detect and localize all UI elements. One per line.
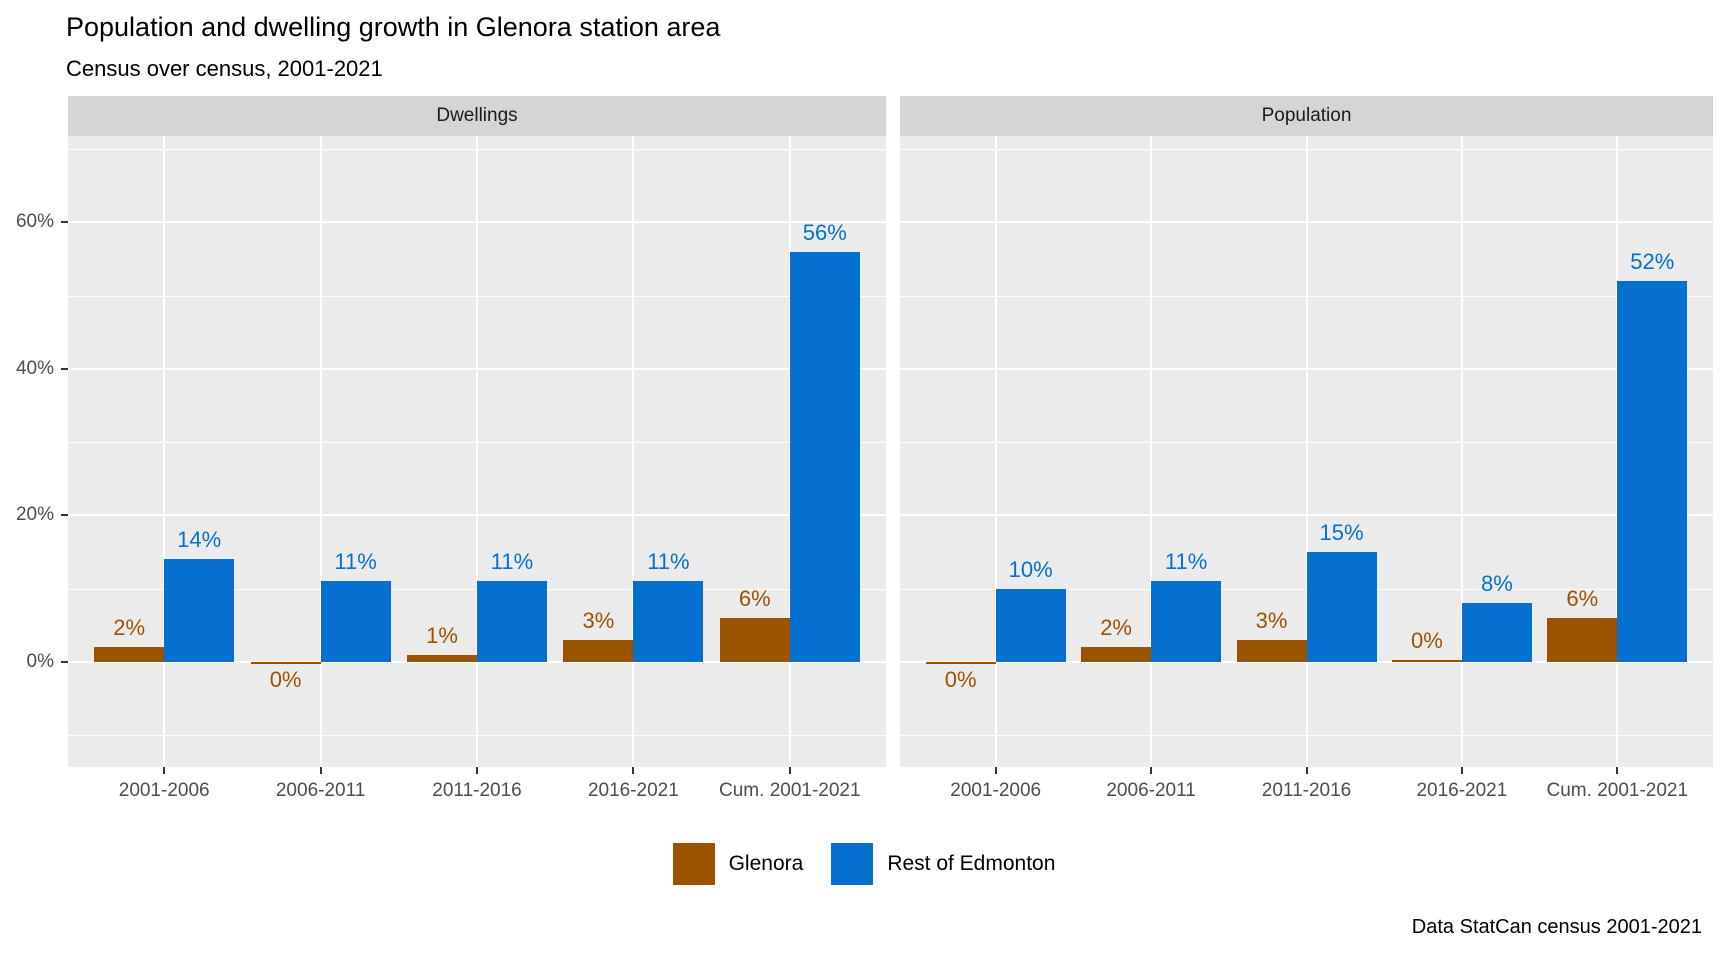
x-tick-mark: [1305, 767, 1308, 774]
legend-swatch: [831, 843, 874, 885]
bar-glenora: [250, 662, 321, 664]
bar-rest-of-edmonton: [633, 581, 704, 662]
legend: Glenora Rest of Edmonton: [0, 843, 1728, 885]
bar-rest-of-edmonton: [995, 589, 1066, 662]
bar-rest-of-edmonton: [1617, 281, 1688, 662]
x-tick-mark: [632, 767, 635, 774]
bar-value-label: 15%: [1319, 520, 1364, 545]
bar-value-label: 14%: [177, 527, 222, 552]
gridline-category: [1460, 136, 1463, 767]
bar-value-label: 52%: [1630, 249, 1675, 274]
bar-glenora: [1391, 660, 1462, 662]
x-tick-label: 2011-2016: [432, 780, 522, 801]
x-tick-label: Cum. 2001-2021: [719, 780, 861, 801]
x-tick-mark: [788, 767, 791, 774]
y-axis: 0% 20% 40% 60%: [0, 136, 68, 767]
bar-rest-of-edmonton: [164, 559, 235, 662]
y-tick-mark: [61, 514, 68, 517]
bar-value-label: 3%: [582, 608, 615, 633]
bar-value-label: 2%: [113, 615, 146, 640]
legend-item-rest-of-edmonton: Rest of Edmonton: [831, 843, 1055, 885]
x-tick-label: 2006-2011: [1106, 780, 1196, 801]
x-tick-mark: [1150, 767, 1153, 774]
x-tick-mark: [476, 767, 478, 774]
x-tick-mark: [163, 767, 166, 774]
bar-value-label: 3%: [1255, 608, 1288, 633]
legend-label: Glenora: [728, 852, 804, 875]
x-axis-population: 2001-2006 2006-2011 2011-2016 2016-2021 Cum.…: [900, 767, 1713, 807]
y-tick-mark: [61, 221, 68, 224]
bar-glenora: [407, 655, 477, 662]
gridline-category: [319, 136, 322, 767]
bar-rest-of-edmonton: [1151, 581, 1222, 662]
bar-rest-of-edmonton: [1461, 603, 1532, 662]
facet-strip-label: Dwellings: [436, 105, 518, 126]
gridline-category: [1305, 136, 1308, 767]
bar-rest-of-edmonton: [320, 581, 391, 662]
facet-strip-dwellings: Dwellings: [68, 96, 886, 136]
panel-dwellings: 2% 0% 1% 3% 6% 14% 11% 11% 11% 56%: [68, 136, 886, 767]
panel-population: 0% 2% 3% 0% 6% 10% 11% 15% 8% 52%: [900, 136, 1713, 767]
chart-subtitle: Census over census, 2001-2021: [66, 56, 383, 81]
bar-value-label: 0%: [1410, 628, 1443, 653]
bar-rest-of-edmonton: [1306, 552, 1377, 662]
bar-value-label: 11%: [647, 549, 690, 574]
x-tick-mark: [1460, 767, 1463, 774]
legend-label: Rest of Edmonton: [887, 852, 1056, 875]
x-tick-label: 2011-2016: [1261, 780, 1352, 801]
x-tick-label: 2001-2006: [118, 780, 210, 801]
bar-rest-of-edmonton: [789, 252, 860, 662]
x-tick-mark: [319, 767, 322, 774]
facet-strip-population: Population: [900, 96, 1713, 136]
y-tick-mark: [61, 367, 68, 370]
legend-item-glenora: Glenora: [672, 843, 804, 885]
chart-caption: Data StatCan census 2001-2021: [1411, 916, 1702, 938]
x-axis-dwellings: 2001-2006 2006-2011 2011-2016 2016-2021 Cum.…: [68, 767, 886, 807]
gridline-category: [632, 136, 635, 767]
bar-value-label: 6%: [1566, 586, 1599, 611]
y-tick-label: 0%: [26, 651, 54, 672]
legend-swatch: [672, 843, 715, 885]
gridline-category: [1150, 136, 1153, 767]
x-tick-label: 2016-2021: [1416, 780, 1508, 801]
x-tick-label: 2001-2006: [950, 780, 1042, 801]
bar-value-label: 6%: [738, 586, 771, 611]
x-tick-label: 2016-2021: [587, 780, 679, 801]
bar-glenora: [1236, 640, 1307, 662]
y-tick-label: 60%: [15, 211, 54, 233]
chart-title: Population and dwelling growth in Glenor…: [66, 12, 721, 42]
x-tick-mark: [994, 767, 997, 774]
bar-glenora: [563, 640, 634, 662]
x-tick-label: 2006-2011: [275, 780, 366, 801]
bar-glenora: [1547, 618, 1618, 662]
y-tick-label: 40%: [15, 357, 54, 379]
bar-glenora: [925, 662, 996, 664]
bar-value-label: 11%: [490, 549, 534, 574]
bar-value-label: 56%: [802, 220, 847, 245]
facet-strip-label: Population: [1261, 105, 1352, 126]
bar-value-label: 2%: [1100, 615, 1132, 640]
gridline-category: [476, 136, 478, 767]
bar-value-label: 11%: [1164, 549, 1208, 574]
bar-glenora: [94, 647, 165, 662]
bar-value-label: 1%: [426, 623, 458, 648]
bar-glenora: [719, 618, 790, 662]
x-tick-mark: [1616, 767, 1619, 774]
y-tick-mark: [61, 661, 68, 663]
bar-value-label: 11%: [334, 549, 377, 574]
y-tick-label: 20%: [15, 504, 54, 526]
bar-rest-of-edmonton: [477, 581, 547, 662]
bar-value-label: 0%: [944, 667, 977, 692]
x-tick-label: Cum. 2001-2021: [1546, 780, 1689, 801]
gridline-category: [163, 136, 166, 767]
bar-value-label: 0%: [269, 667, 302, 692]
bar-value-label: 10%: [1008, 557, 1053, 582]
gridline-category: [994, 136, 997, 767]
bar-value-label: 8%: [1480, 571, 1513, 596]
bar-glenora: [1081, 647, 1152, 662]
